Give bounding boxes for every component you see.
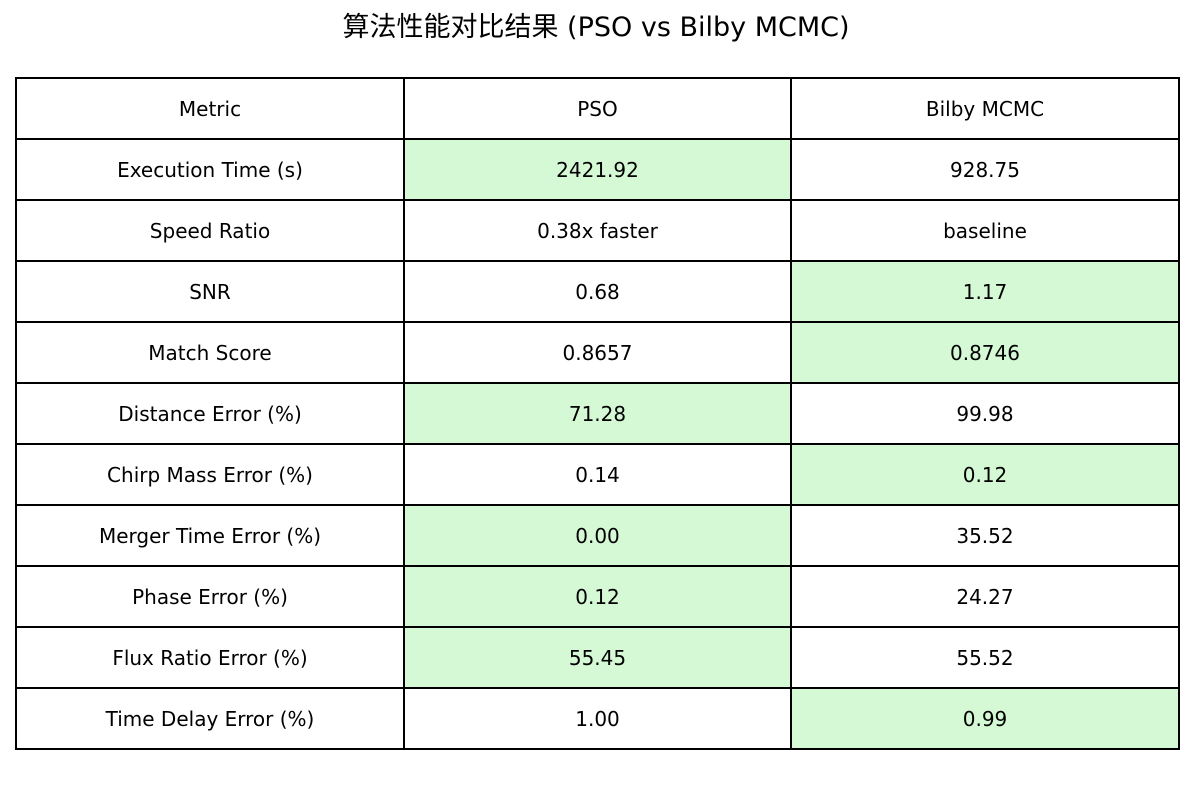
metric-cell: Phase Error (%) [15, 565, 405, 628]
bilby-cell: 24.27 [790, 565, 1180, 628]
metric-cell: Flux Ratio Error (%) [15, 626, 405, 689]
pso-cell: 55.45 [403, 626, 792, 689]
table-row: Phase Error (%) 0.12 24.27 [15, 565, 1180, 628]
table-row: Flux Ratio Error (%) 55.45 55.52 [15, 626, 1180, 689]
comparison-table: Metric PSO Bilby MCMC Execution Time (s)… [15, 77, 1180, 750]
pso-cell: 1.00 [403, 687, 792, 750]
table-title: 算法性能对比结果 (PSO vs Bilby MCMC) [342, 12, 850, 43]
bilby-cell: 0.99 [790, 687, 1180, 750]
metric-cell: Merger Time Error (%) [15, 504, 405, 567]
pso-cell: 0.00 [403, 504, 792, 567]
pso-cell: 0.14 [403, 443, 792, 506]
table-row: Chirp Mass Error (%) 0.14 0.12 [15, 443, 1180, 506]
pso-cell: 71.28 [403, 382, 792, 445]
bilby-cell: 0.8746 [790, 321, 1180, 384]
header-cell-metric: Metric [15, 77, 405, 140]
bilby-cell: 35.52 [790, 504, 1180, 567]
metric-cell: Distance Error (%) [15, 382, 405, 445]
bilby-cell: 928.75 [790, 138, 1180, 201]
comparison-table-body: Metric PSO Bilby MCMC Execution Time (s)… [15, 77, 1180, 750]
bilby-cell: 55.52 [790, 626, 1180, 689]
pso-cell: 0.12 [403, 565, 792, 628]
metric-cell: SNR [15, 260, 405, 323]
bilby-cell: 0.12 [790, 443, 1180, 506]
pso-cell: 0.68 [403, 260, 792, 323]
metric-cell: Speed Ratio [15, 199, 405, 262]
table-row: Match Score 0.8657 0.8746 [15, 321, 1180, 384]
header-cell-bilby: Bilby MCMC [790, 77, 1180, 140]
metric-cell: Chirp Mass Error (%) [15, 443, 405, 506]
table-row: Distance Error (%) 71.28 99.98 [15, 382, 1180, 445]
bilby-cell: 1.17 [790, 260, 1180, 323]
bilby-cell: baseline [790, 199, 1180, 262]
table-row: Time Delay Error (%) 1.00 0.99 [15, 687, 1180, 750]
header-row: Metric PSO Bilby MCMC [15, 77, 1180, 140]
header-cell-pso: PSO [403, 77, 792, 140]
table-row: Execution Time (s) 2421.92 928.75 [15, 138, 1180, 201]
pso-cell: 0.8657 [403, 321, 792, 384]
metric-cell: Time Delay Error (%) [15, 687, 405, 750]
pso-cell: 2421.92 [403, 138, 792, 201]
bilby-cell: 99.98 [790, 382, 1180, 445]
metric-cell: Execution Time (s) [15, 138, 405, 201]
pso-cell: 0.38x faster [403, 199, 792, 262]
table-row: SNR 0.68 1.17 [15, 260, 1180, 323]
table-row: Merger Time Error (%) 0.00 35.52 [15, 504, 1180, 567]
metric-cell: Match Score [15, 321, 405, 384]
table-row: Speed Ratio 0.38x faster baseline [15, 199, 1180, 262]
